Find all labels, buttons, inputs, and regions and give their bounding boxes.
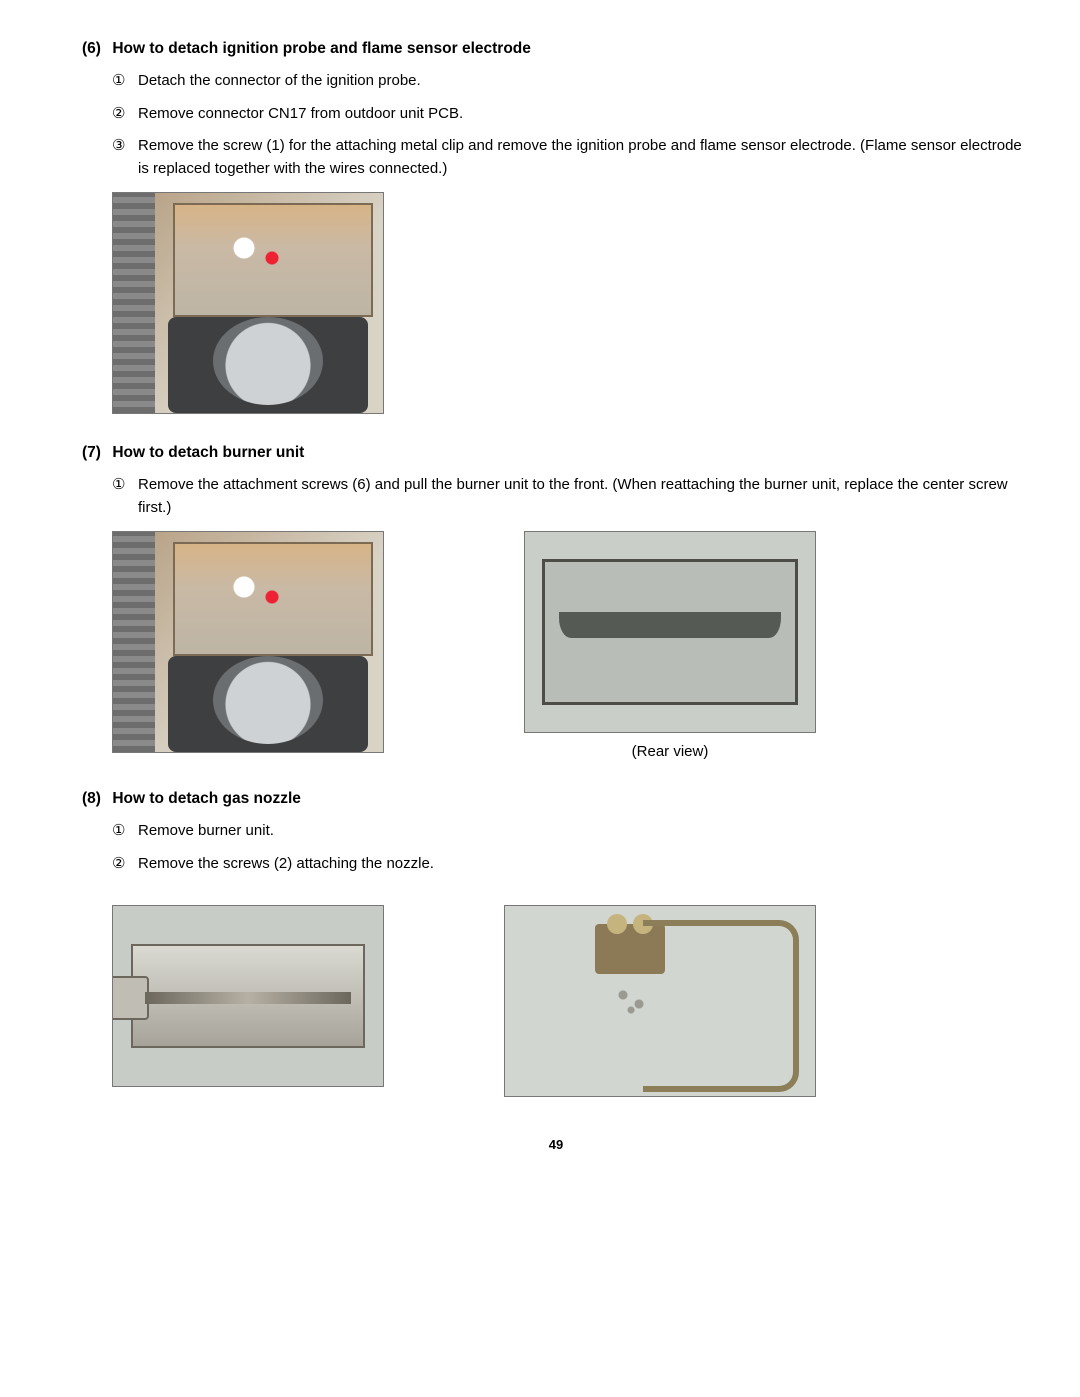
section-heading: (6) How to detach ignition probe and fla… (82, 40, 1030, 58)
section-number: (8) (82, 790, 108, 808)
photo-burner-bar (112, 905, 384, 1087)
section-heading: (8) How to detach gas nozzle (82, 790, 1030, 808)
photo-nozzle-parts (504, 905, 816, 1097)
step-text: Detach the connector of the ignition pro… (138, 70, 1030, 93)
photo-unit-interior (112, 192, 384, 414)
step-marker: ① (112, 70, 138, 93)
step-text: Remove the attachment screws (6) and pul… (138, 474, 1030, 519)
step-item: ① Remove the attachment screws (6) and p… (112, 474, 1030, 519)
section-6: (6) How to detach ignition probe and fla… (82, 40, 1030, 414)
step-item: ② Remove the screws (2) attaching the no… (112, 853, 1030, 876)
step-item: ② Remove connector CN17 from outdoor uni… (112, 103, 1030, 126)
step-list: ① Remove burner unit. ② Remove the screw… (112, 820, 1030, 875)
figure (112, 905, 384, 1097)
figure-caption: (Rear view) (632, 743, 709, 760)
section-8: (8) How to detach gas nozzle ① Remove bu… (82, 790, 1030, 1097)
step-marker: ② (112, 103, 138, 126)
figure (112, 531, 384, 760)
step-text: Remove the screws (2) attaching the nozz… (138, 853, 1030, 876)
step-text: Remove the screw (1) for the attaching m… (138, 135, 1030, 180)
figure: (Rear view) (524, 531, 816, 760)
manual-page: (6) How to detach ignition probe and fla… (0, 0, 1080, 1192)
step-item: ① Detach the connector of the ignition p… (112, 70, 1030, 93)
step-item: ③ Remove the screw (1) for the attaching… (112, 135, 1030, 180)
step-item: ① Remove burner unit. (112, 820, 1030, 843)
section-title: How to detach gas nozzle (112, 790, 301, 807)
section-heading: (7) How to detach burner unit (82, 444, 1030, 462)
step-marker: ③ (112, 135, 138, 180)
step-marker: ② (112, 853, 138, 876)
figure-row: (Rear view) (112, 531, 1030, 760)
step-text: Remove burner unit. (138, 820, 1030, 843)
figure (112, 192, 384, 414)
figure-row (112, 905, 1030, 1097)
photo-rear-view (524, 531, 816, 733)
page-number: 49 (82, 1137, 1030, 1152)
figure-row (112, 192, 1030, 414)
figure (504, 905, 816, 1097)
section-title: How to detach ignition probe and flame s… (112, 40, 531, 57)
section-number: (6) (82, 40, 108, 58)
section-number: (7) (82, 444, 108, 462)
step-marker: ① (112, 820, 138, 843)
section-7: (7) How to detach burner unit ① Remove t… (82, 444, 1030, 760)
step-list: ① Detach the connector of the ignition p… (112, 70, 1030, 180)
step-list: ① Remove the attachment screws (6) and p… (112, 474, 1030, 519)
step-marker: ① (112, 474, 138, 519)
step-text: Remove connector CN17 from outdoor unit … (138, 103, 1030, 126)
section-title: How to detach burner unit (112, 444, 304, 461)
photo-unit-interior (112, 531, 384, 753)
